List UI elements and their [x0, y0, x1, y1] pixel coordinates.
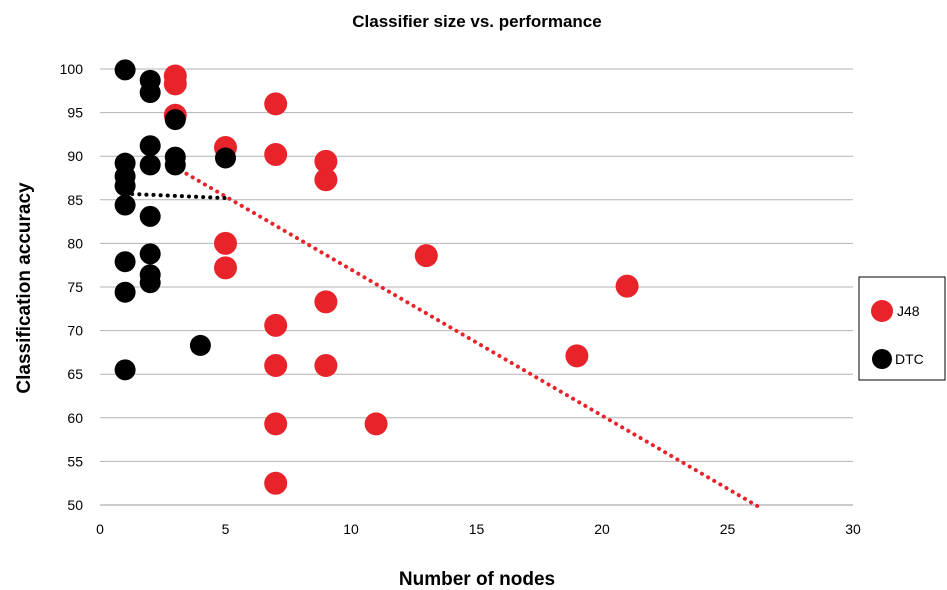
- gridlines: [100, 68, 853, 506]
- x-tick-label: 30: [845, 521, 861, 537]
- data-point-dtc: [114, 175, 136, 197]
- y-tick-label: 65: [67, 366, 83, 382]
- data-point-dtc: [114, 59, 136, 81]
- y-tick-label: 75: [67, 279, 83, 295]
- data-point-j48: [214, 231, 237, 255]
- data-point-dtc: [114, 251, 136, 273]
- data-point-j48: [163, 72, 187, 96]
- legend: J48 DTC: [858, 276, 946, 381]
- y-tick-label: 60: [67, 410, 83, 426]
- legend-marker-dtc: [872, 349, 892, 369]
- x-tick-label: 15: [469, 521, 485, 537]
- data-point-j48: [314, 168, 338, 192]
- x-tick-label: 5: [222, 521, 230, 537]
- x-tick-label: 10: [343, 521, 359, 537]
- trendlines: [123, 168, 763, 510]
- data-point-dtc: [114, 194, 136, 216]
- y-tick-label: 90: [67, 148, 83, 164]
- data-point-j48: [615, 274, 639, 298]
- data-point-j48: [264, 313, 288, 337]
- data-point-j48: [264, 471, 288, 495]
- y-tick-label: 100: [60, 61, 84, 77]
- data-point-dtc: [114, 281, 136, 303]
- data-point-dtc: [215, 147, 236, 169]
- y-axis-label: Classification accuracy: [14, 182, 35, 394]
- legend-label-dtc: DTC: [895, 351, 924, 367]
- chart-title: Classifier size vs. performance: [352, 12, 601, 31]
- data-point-j48: [314, 353, 338, 377]
- data-point-dtc: [164, 109, 186, 131]
- y-axis-tick-labels: 50 55 60 65 70 75 80 85 90 95 100: [60, 61, 84, 513]
- legend-label-j48: J48: [897, 303, 920, 319]
- data-point-j48: [314, 290, 338, 314]
- y-tick-label: 50: [67, 497, 83, 513]
- data-point-dtc: [139, 205, 161, 227]
- trendline-dtc: [123, 191, 228, 201]
- y-tick-label: 70: [67, 323, 83, 339]
- data-point-dtc: [139, 154, 161, 176]
- data-points: [114, 59, 639, 495]
- data-point-dtc: [139, 82, 161, 104]
- data-point-j48: [364, 412, 388, 436]
- data-point-dtc: [189, 334, 211, 356]
- legend-marker-j48: [871, 300, 893, 322]
- trendline-j48: [178, 168, 763, 510]
- x-axis-label: Number of nodes: [399, 569, 555, 590]
- x-tick-label: 0: [96, 521, 104, 537]
- y-tick-label: 80: [67, 235, 83, 251]
- data-point-j48: [264, 142, 288, 166]
- data-point-j48: [414, 244, 438, 268]
- y-tick-label: 95: [67, 105, 83, 121]
- data-point-j48: [264, 92, 288, 116]
- data-point-j48: [264, 412, 288, 436]
- y-tick-label: 85: [67, 192, 83, 208]
- data-point-j48: [264, 353, 288, 377]
- x-tick-label: 20: [594, 521, 610, 537]
- x-axis-tick-labels: 0 5 10 15 20 25 30: [96, 521, 861, 537]
- data-point-dtc: [139, 243, 161, 265]
- data-point-dtc: [114, 359, 136, 381]
- data-point-dtc: [139, 135, 161, 157]
- y-tick-label: 55: [67, 453, 83, 469]
- data-point-j48: [214, 256, 237, 280]
- data-point-dtc: [164, 154, 186, 176]
- x-tick-label: 25: [720, 521, 736, 537]
- data-point-j48: [314, 149, 338, 173]
- data-point-dtc: [139, 272, 161, 294]
- data-point-j48: [565, 344, 589, 368]
